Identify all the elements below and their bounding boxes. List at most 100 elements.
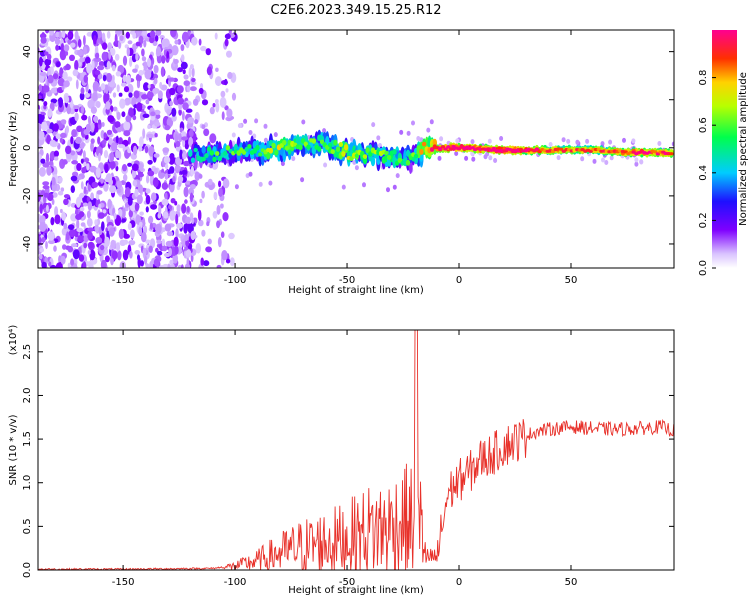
heatmap-noise-cell [115, 71, 122, 77]
heatmap-noise-cell [51, 198, 55, 205]
heatmap-noise-cell [231, 92, 237, 101]
heatmap-noise-cell [160, 66, 165, 78]
heatmap-noise-cell [54, 156, 59, 161]
heatmap-noise-cell [186, 257, 190, 268]
heatmap-noise-cell [132, 179, 138, 187]
heatmap-noise-cell [187, 117, 195, 124]
y-tick-label: 20 [22, 93, 33, 106]
heatmap-noise-cell [113, 212, 117, 220]
heatmap-noise-cell [116, 127, 122, 133]
heatmap-noise-cell [189, 192, 194, 203]
heatmap-noise-cell [93, 122, 99, 133]
heatmap-noise-cell [95, 146, 103, 157]
heatmap-noise-cell [61, 30, 66, 39]
heatmap-noise-cell [80, 222, 86, 227]
y-tick-label: 0.5 [22, 518, 33, 534]
heatmap-signal-cell [209, 150, 214, 156]
heatmap-noise-cell [161, 198, 169, 206]
heatmap-noise-cell [198, 87, 204, 95]
heatmap-noise-cell [107, 198, 112, 210]
heatmap-noise-cell [585, 138, 590, 144]
heatmap-noise-cell [177, 67, 184, 73]
heatmap-noise-cell [222, 178, 230, 189]
heatmap-noise-cell [243, 118, 248, 124]
heatmap-signal-cell [365, 147, 370, 154]
heatmap-noise-cell [470, 150, 475, 156]
heatmap-noise-cell [121, 82, 127, 87]
heatmap-noise-cell [52, 73, 59, 80]
heatmap-signal-cell [335, 146, 341, 152]
heatmap-noise-cell [55, 31, 60, 38]
heatmap-noise-cell [161, 55, 166, 64]
heatmap-signal-cell [317, 146, 322, 152]
heatmap-noise-cell [273, 132, 278, 138]
heatmap-noise-cell [133, 145, 138, 156]
heatmap-noise-cell [46, 134, 51, 145]
colorbar-ticks: 0.0 0.2 0.4 0.6 0.8 [698, 70, 716, 276]
x-tick-label: -50 [339, 577, 355, 588]
heatmap-noise-cell [268, 180, 273, 186]
heatmap-noise-cell [145, 263, 150, 268]
heatmap-noise-cell [205, 246, 213, 253]
heatmap-noise-cell [101, 221, 105, 232]
heatmap-noise-cell [45, 204, 49, 212]
heatmap-noise-cell [155, 34, 159, 42]
heatmap-noise-cell [155, 46, 162, 57]
heatmap-noise-cell [212, 103, 216, 108]
heatmap-noise-cell [54, 214, 61, 225]
heatmap-noise-cell [70, 175, 78, 182]
heatmap-noise-cell [219, 96, 227, 108]
heatmap-noise-cell [116, 111, 121, 121]
heatmap-noise-cell [601, 157, 605, 163]
heatmap-noise-cell [61, 227, 67, 236]
heatmap-noise-cell [148, 245, 153, 253]
heatmap-noise-cell [125, 74, 131, 85]
heatmap-noise-cell [148, 146, 155, 157]
heatmap-noise-cell [493, 158, 498, 163]
heatmap-noise-cell [63, 194, 70, 199]
heatmap-signal-cell [588, 149, 593, 153]
heatmap-noise-cell [170, 30, 177, 38]
heatmap-noise-cell [149, 30, 156, 39]
heatmap-noise-cell [90, 138, 95, 144]
heatmap-noise-cell [174, 245, 179, 255]
y-tick-label: -20 [22, 188, 33, 204]
heatmap-signal-cell [341, 151, 346, 157]
heatmap-noise-cell [153, 77, 158, 85]
heatmap-noise-cell [203, 260, 210, 267]
heatmap-signal-cell [306, 144, 311, 150]
heatmap-noise-cell [43, 101, 48, 107]
heatmap-noise-cell [173, 58, 179, 65]
heatmap-noise-cell [182, 111, 185, 121]
heatmap-noise-cell [70, 213, 78, 222]
heatmap-noise-cell [217, 237, 222, 248]
heatmap-noise-cell [164, 173, 169, 180]
heatmap-noise-cell [199, 83, 204, 89]
heatmap-noise-cell [101, 42, 108, 50]
heatmap-noise-cell [395, 173, 400, 179]
heatmap-noise-cell [128, 210, 133, 218]
x-tick-label: 0 [456, 577, 462, 588]
heatmap-noise-cell [70, 136, 74, 145]
heatmap-signal-cell [338, 142, 343, 147]
heatmap-noise-cell [83, 46, 87, 55]
heatmap-noise-cell [89, 165, 97, 173]
heatmap-noise-cell [83, 74, 89, 83]
y-tick-label: 2.5 [22, 344, 33, 360]
heatmap-noise-cell [218, 180, 222, 188]
heatmap-noise-cell [125, 31, 130, 39]
heatmap-noise-cell [60, 187, 65, 192]
heatmap-noise-cell [122, 249, 129, 261]
heatmap-noise-cell [81, 114, 88, 121]
heatmap-noise-cell [86, 62, 93, 74]
heatmap-noise-cell [102, 74, 107, 82]
heatmap-noise-cell [199, 198, 203, 204]
heatmap-noise-cell [57, 190, 64, 196]
heatmap-signal-cell [327, 142, 333, 148]
heatmap-noise-cell [39, 33, 47, 39]
heatmap-noise-cell [41, 121, 48, 131]
heatmap-noise-cell [145, 239, 151, 244]
heatmap-noise-cell [115, 242, 121, 252]
heatmap-noise-cell [55, 44, 59, 51]
heatmap-noise-cell [352, 159, 357, 165]
